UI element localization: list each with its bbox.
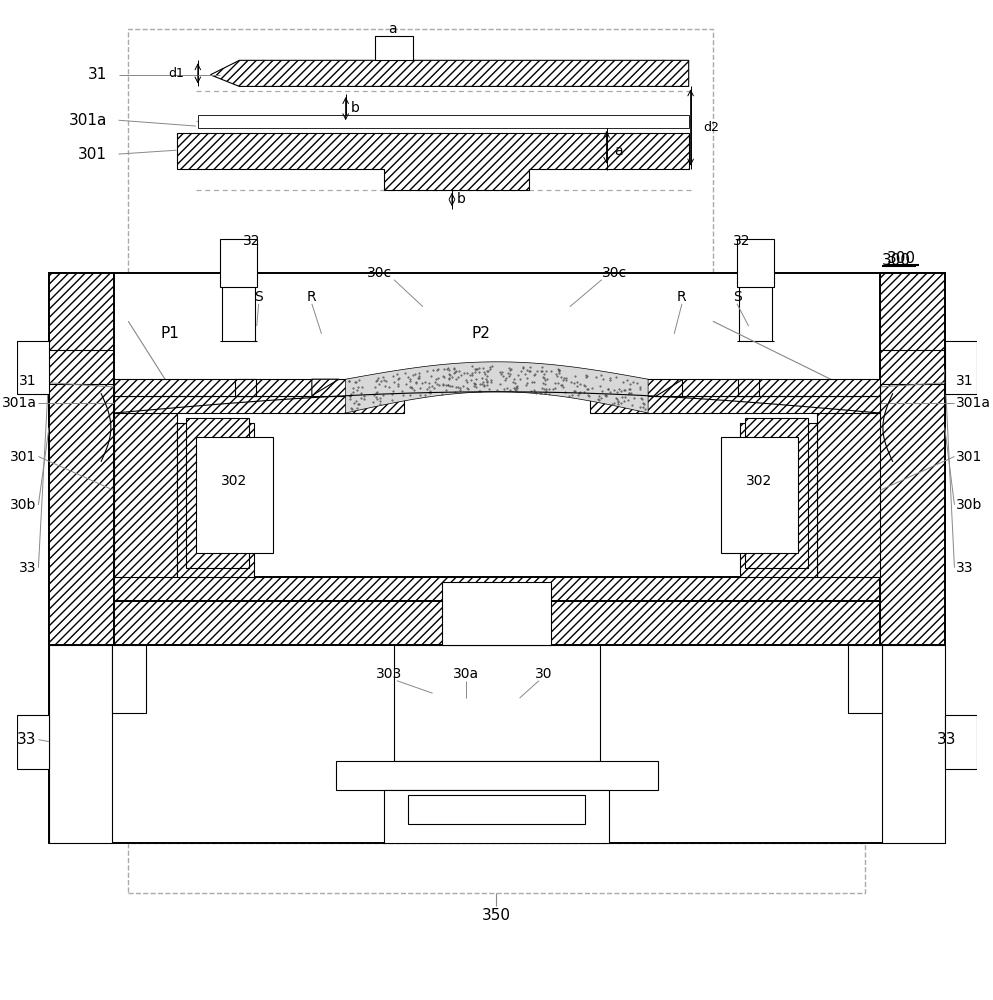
Bar: [882, 645, 944, 843]
Text: 303: 303: [376, 667, 402, 681]
Polygon shape: [590, 396, 880, 413]
Text: b: b: [457, 192, 466, 206]
Polygon shape: [600, 379, 880, 396]
Text: a: a: [387, 22, 396, 36]
Text: 33: 33: [936, 732, 956, 747]
Bar: [374, 36, 413, 60]
Polygon shape: [234, 379, 256, 396]
Polygon shape: [177, 133, 689, 190]
Bar: [944, 341, 977, 394]
Text: P2: P2: [472, 326, 491, 341]
Text: 301a: 301a: [1, 396, 37, 410]
Text: 301a: 301a: [69, 113, 107, 128]
Bar: [442, 582, 551, 645]
Bar: [112, 645, 146, 713]
Text: b: b: [351, 101, 359, 115]
Bar: [17, 715, 49, 769]
Text: 33: 33: [956, 561, 974, 575]
Text: a: a: [614, 144, 623, 158]
Polygon shape: [346, 362, 648, 413]
Polygon shape: [211, 60, 689, 86]
Polygon shape: [114, 384, 177, 577]
Polygon shape: [114, 601, 880, 645]
Bar: [737, 239, 774, 287]
Text: 301: 301: [956, 450, 983, 464]
Bar: [336, 761, 657, 790]
Polygon shape: [817, 384, 880, 577]
Bar: [944, 715, 977, 769]
Bar: [187, 418, 249, 568]
Bar: [128, 843, 865, 893]
Polygon shape: [114, 379, 394, 396]
Text: 30b: 30b: [956, 498, 983, 512]
Bar: [49, 645, 112, 843]
Polygon shape: [177, 423, 254, 577]
Polygon shape: [738, 379, 760, 396]
Text: 301: 301: [10, 450, 37, 464]
Text: P1: P1: [160, 326, 179, 341]
Text: 31: 31: [19, 374, 37, 388]
Text: R: R: [307, 290, 317, 304]
Text: 300: 300: [887, 251, 916, 266]
Text: 33: 33: [17, 732, 37, 747]
Polygon shape: [740, 423, 817, 577]
Text: 350: 350: [482, 908, 511, 923]
Bar: [384, 790, 610, 843]
Text: 302: 302: [221, 474, 247, 488]
Text: 32: 32: [243, 234, 261, 248]
Text: 300: 300: [882, 253, 911, 268]
Polygon shape: [198, 115, 689, 128]
Polygon shape: [654, 379, 682, 396]
Bar: [128, 29, 713, 321]
Text: S: S: [733, 290, 742, 304]
Bar: [848, 645, 882, 713]
Polygon shape: [114, 577, 880, 601]
Text: 30b: 30b: [10, 498, 37, 512]
Polygon shape: [49, 273, 114, 645]
Bar: [17, 341, 49, 394]
Text: d1: d1: [169, 67, 185, 80]
Text: 301: 301: [78, 147, 107, 162]
Text: 30c: 30c: [602, 266, 627, 280]
Bar: [49, 273, 944, 645]
Bar: [408, 795, 585, 824]
Polygon shape: [114, 396, 403, 413]
Polygon shape: [880, 273, 944, 645]
Text: 30a: 30a: [454, 667, 480, 681]
Text: 30c: 30c: [367, 266, 392, 280]
Bar: [745, 418, 807, 568]
Text: 32: 32: [733, 234, 751, 248]
Bar: [394, 645, 600, 761]
Text: 31: 31: [87, 67, 107, 82]
Text: 302: 302: [746, 474, 773, 488]
Text: 33: 33: [19, 561, 37, 575]
Text: 31: 31: [956, 374, 974, 388]
Text: R: R: [677, 290, 687, 304]
Bar: [721, 437, 798, 553]
Text: 301a: 301a: [956, 396, 991, 410]
Bar: [220, 239, 257, 287]
Bar: [49, 645, 944, 843]
Polygon shape: [312, 379, 339, 396]
Text: S: S: [254, 290, 263, 304]
Text: 30: 30: [535, 667, 552, 681]
Text: d2: d2: [703, 121, 719, 134]
Bar: [196, 437, 273, 553]
